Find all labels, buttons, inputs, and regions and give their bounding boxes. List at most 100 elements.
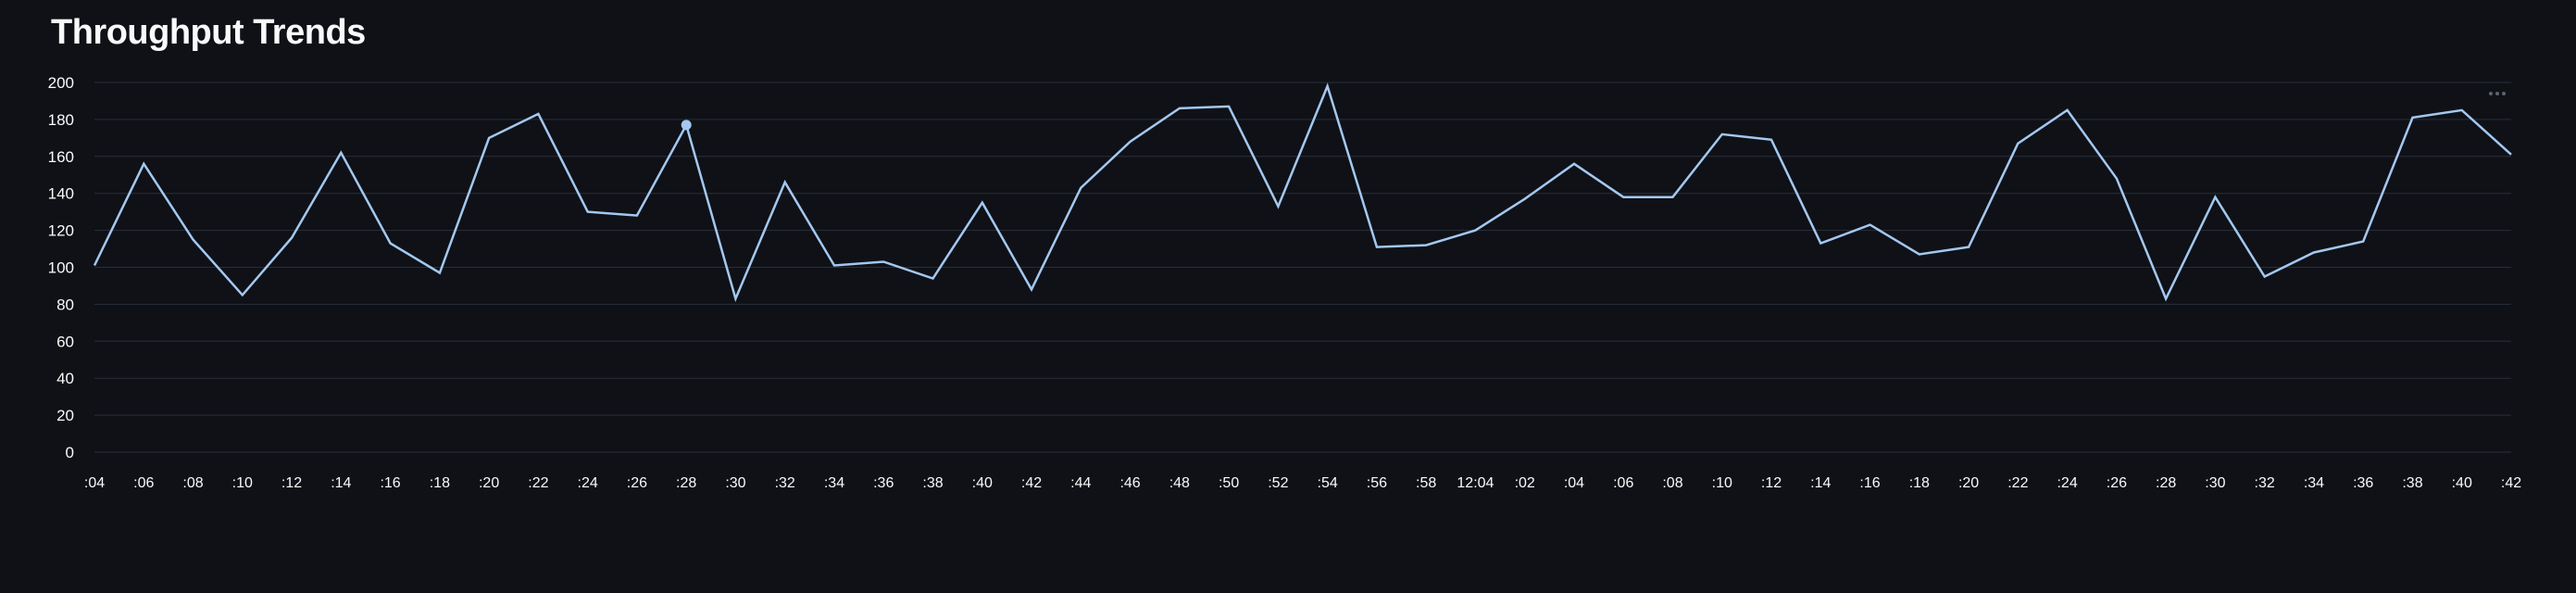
data-point (1276, 205, 1280, 208)
x-tick-label: :18 (430, 475, 450, 491)
data-point (241, 293, 244, 296)
y-tick-label: 0 (66, 444, 74, 461)
data-point (2509, 153, 2513, 157)
data-point (142, 162, 145, 166)
data-point (290, 236, 294, 240)
data-point (2410, 116, 2414, 120)
x-tick-label: :08 (182, 475, 203, 491)
data-point (1819, 242, 1822, 246)
data-point (586, 210, 590, 214)
data-point (192, 238, 195, 242)
data-point (1375, 246, 1379, 249)
x-tick-label: :18 (1909, 475, 1930, 491)
x-tick-label: :06 (133, 475, 154, 491)
data-point (487, 136, 491, 140)
data-point (1918, 253, 1921, 257)
data-point (2361, 240, 2365, 244)
y-axis: 020406080100120140160180200 (48, 74, 74, 461)
data-point (389, 242, 393, 246)
plot-area (93, 84, 2513, 300)
x-tick-label: :48 (1169, 475, 1190, 491)
data-point (1869, 223, 1872, 227)
x-tick-label: :04 (84, 475, 105, 491)
y-tick-label: 60 (56, 333, 74, 350)
data-point (339, 151, 343, 155)
x-tick-label: :10 (232, 475, 253, 491)
data-point (1129, 140, 1132, 144)
x-tick-label: :42 (2501, 475, 2521, 491)
x-tick-label: :34 (824, 475, 844, 491)
data-point (635, 214, 639, 218)
x-tick-label: :28 (676, 475, 696, 491)
data-point (1769, 138, 1773, 142)
data-point (1326, 84, 1330, 88)
y-tick-label: 140 (48, 185, 74, 203)
data-point (1523, 197, 1527, 201)
x-tick-label: 12:04 (1457, 475, 1494, 491)
data-point (1424, 244, 1428, 247)
x-tick-label: :34 (2304, 475, 2324, 491)
gridlines (94, 82, 2511, 452)
data-point (1227, 105, 1231, 108)
data-point (1720, 132, 1724, 136)
x-tick-label: :38 (2402, 475, 2422, 491)
data-point (536, 112, 540, 116)
x-tick-label: :26 (627, 475, 647, 491)
x-tick-label: :36 (873, 475, 894, 491)
x-tick-label: :32 (2255, 475, 2275, 491)
y-tick-label: 160 (48, 148, 74, 166)
x-tick-label: :22 (2007, 475, 2028, 491)
x-tick-label: :14 (331, 475, 351, 491)
data-point (2164, 296, 2168, 300)
data-point (733, 296, 737, 300)
data-point (2066, 108, 2070, 112)
x-tick-label: :22 (528, 475, 548, 491)
x-axis: :04 :06 :08 :10 :12 :14 :16 :18 :20 :22 :24 :26 :28:… (84, 475, 2521, 491)
data-point (2115, 177, 2119, 181)
data-point (783, 181, 787, 184)
data-point (1967, 246, 1970, 249)
x-tick-label: :24 (2057, 475, 2077, 491)
x-tick-label: :20 (479, 475, 499, 491)
x-tick-label: :16 (1859, 475, 1880, 491)
x-tick-label: :16 (380, 475, 400, 491)
data-point (1079, 186, 1082, 190)
x-tick-label: :12 (1761, 475, 1782, 491)
x-tick-label: :30 (2205, 475, 2225, 491)
data-point (1670, 196, 1674, 199)
data-point (93, 264, 96, 268)
y-tick-label: 40 (56, 370, 74, 387)
data-point (1473, 229, 1477, 233)
x-tick-label: :24 (578, 475, 598, 491)
y-tick-label: 120 (48, 222, 74, 240)
data-point (2460, 108, 2464, 112)
data-point (981, 201, 984, 205)
series-line (94, 86, 2511, 298)
x-tick-label: :10 (1712, 475, 1732, 491)
x-tick-label: :52 (1268, 475, 1288, 491)
data-point (1621, 196, 1625, 199)
y-tick-label: 20 (56, 407, 74, 424)
x-tick-label: :30 (725, 475, 745, 491)
data-point (882, 260, 885, 264)
x-tick-label: :04 (1564, 475, 1584, 491)
data-point (2016, 142, 2020, 145)
data-point (2263, 274, 2267, 278)
highlighted-data-point (682, 120, 692, 130)
x-tick-label: :20 (1958, 475, 1979, 491)
x-tick-label: :46 (1119, 475, 1140, 491)
x-tick-label: :36 (2353, 475, 2373, 491)
y-tick-label: 200 (48, 74, 74, 92)
x-tick-label: :56 (1367, 475, 1387, 491)
y-tick-label: 100 (48, 259, 74, 277)
x-tick-label: :50 (1219, 475, 1239, 491)
x-tick-label: :54 (1318, 475, 1338, 491)
x-tick-label: :42 (1021, 475, 1042, 491)
data-point (832, 264, 836, 268)
data-point (1030, 287, 1033, 291)
x-tick-label: :58 (1416, 475, 1436, 491)
x-tick-label: :14 (1810, 475, 1831, 491)
x-tick-label: :44 (1070, 475, 1091, 491)
data-point (2312, 251, 2316, 255)
